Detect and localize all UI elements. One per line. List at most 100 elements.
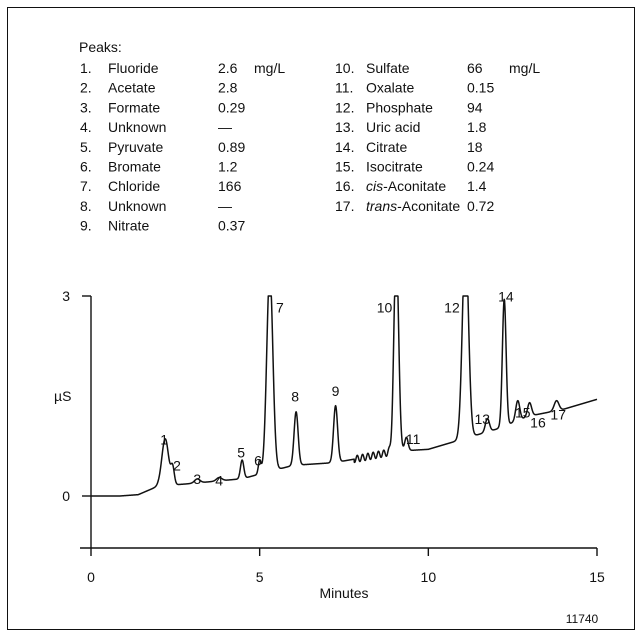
peak-name: Pyruvate — [108, 139, 163, 155]
peak-number: 11. — [335, 80, 353, 96]
peak-list-item: 10. Sulfate 66 mg/L — [335, 60, 540, 76]
peak-label: 5 — [237, 444, 245, 460]
peak-number: 9. — [80, 218, 92, 234]
peak-list-item: 8. Unknown — — [80, 198, 232, 214]
figure-frame — [7, 7, 635, 630]
peak-label: 11 — [406, 431, 421, 447]
peak-number: 5. — [80, 139, 92, 155]
peak-name: Uric acid — [366, 119, 420, 135]
peak-name: Bromate — [108, 159, 161, 175]
peak-number: 6. — [80, 159, 92, 175]
peak-label: 14 — [498, 288, 514, 304]
x-tick-label: 15 — [589, 569, 605, 585]
x-tick-label: 5 — [256, 569, 264, 585]
peak-name: Fluoride — [108, 60, 159, 76]
peak-number: 12. — [335, 99, 354, 115]
peak-list-item: 14. Citrate 18 — [335, 139, 483, 155]
peak-number: 15. — [335, 159, 354, 175]
peak-number: 13. — [335, 119, 354, 135]
peak-name: Phosphate — [366, 99, 433, 115]
peak-label: 13 — [475, 411, 491, 427]
peak-number: 8. — [80, 198, 92, 214]
peak-name: Unknown — [108, 119, 166, 135]
peak-value: 0.72 — [467, 198, 494, 214]
peak-label: 2 — [173, 458, 181, 474]
x-axis-label: Minutes — [319, 585, 368, 601]
peak-list-item: 17. trans-Aconitate 0.72 — [335, 198, 494, 214]
peak-name: Nitrate — [108, 218, 149, 234]
peak-value: 1.8 — [467, 119, 487, 135]
peak-number: 3. — [80, 99, 92, 115]
peak-label: 7 — [276, 300, 284, 316]
peak-number: 16. — [335, 178, 354, 194]
chart-axes — [80, 296, 597, 549]
peak-value: 94 — [467, 99, 483, 115]
peak-number: 10. — [335, 60, 354, 76]
y-tick-label: 3 — [62, 288, 70, 304]
peak-number: 1. — [80, 60, 92, 76]
peak-list-item: 2. Acetate 2.8 — [80, 80, 238, 96]
peak-value: 2.8 — [218, 80, 238, 96]
peak-value: 0.24 — [467, 159, 494, 175]
peak-label: 10 — [377, 300, 393, 316]
peak-unit: mg/L — [254, 60, 285, 76]
peak-number: 2. — [80, 80, 92, 96]
peak-value: 1.4 — [467, 178, 487, 194]
peak-list-item: 11. Oxalate 0.15 — [335, 80, 494, 96]
peak-value: 0.15 — [467, 80, 494, 96]
peak-value: 0.29 — [218, 99, 245, 115]
x-tick-label: 10 — [421, 569, 437, 585]
peak-label: 4 — [215, 472, 223, 488]
peak-label: 15 — [515, 404, 531, 420]
peak-value: 2.6 — [218, 60, 238, 76]
peak-value: 18 — [467, 139, 483, 155]
peak-list-item: 7. Chloride 166 — [80, 178, 242, 194]
peak-label: 6 — [254, 452, 262, 468]
peak-list-item: 5. Pyruvate 0.89 — [80, 139, 245, 155]
chromatogram-trace — [90, 295, 598, 497]
figure-id: 11740 — [566, 612, 599, 626]
peak-number: 7. — [80, 178, 92, 194]
peak-value: — — [218, 119, 232, 135]
peak-name-rest: -Aconitate — [383, 178, 446, 194]
y-tick-label: 0 — [62, 488, 70, 504]
peak-number: 4. — [80, 119, 92, 135]
peak-label: 12 — [444, 300, 460, 316]
peak-name: trans-Aconitate — [366, 198, 460, 214]
peak-name-rest: -Aconitate — [397, 198, 460, 214]
peak-list-item: 9. Nitrate 0.37 — [80, 218, 245, 234]
peak-list-item: 6. Bromate 1.2 — [80, 159, 238, 175]
peak-name: Acetate — [108, 80, 156, 96]
peak-name: Citrate — [366, 139, 407, 155]
peak-value: — — [218, 198, 232, 214]
peak-list-item: 1. Fluoride 2.6 mg/L — [80, 60, 285, 76]
peak-list-item: 12. Phosphate 94 — [335, 99, 483, 115]
peak-name: Unknown — [108, 198, 166, 214]
peak-label: 1 — [160, 432, 168, 448]
peak-unit: mg/L — [509, 60, 540, 76]
peak-list: 1. Fluoride 2.6 mg/L 2. Acetate 2.8 3. Formate 0.… — [80, 60, 540, 234]
peak-list-item: 15. Isocitrate 0.24 — [335, 159, 494, 175]
peaks-title: Peaks: — [79, 39, 122, 55]
y-axis-label: µS — [54, 388, 71, 404]
peak-label: 8 — [291, 388, 299, 404]
peak-number: 14. — [335, 139, 354, 155]
peak-name-italic: cis — [366, 178, 383, 194]
peak-name: Chloride — [108, 178, 160, 194]
peak-value: 1.2 — [218, 159, 238, 175]
peak-name: Sulfate — [366, 60, 410, 76]
peak-name: Formate — [108, 99, 160, 115]
peak-name: cis-Aconitate — [366, 178, 446, 194]
peak-value: 0.89 — [218, 139, 245, 155]
peak-label: 9 — [332, 383, 340, 399]
peak-list-item: 13. Uric acid 1.8 — [335, 119, 487, 135]
peak-list-item: 16. cis-Aconitate 1.4 — [335, 178, 487, 194]
peak-number: 17. — [335, 198, 354, 214]
peak-list-item: 3. Formate 0.29 — [80, 99, 245, 115]
peak-name: Isocitrate — [366, 159, 423, 175]
peak-list-item: 4. Unknown — — [80, 119, 232, 135]
peak-value: 66 — [467, 60, 483, 76]
